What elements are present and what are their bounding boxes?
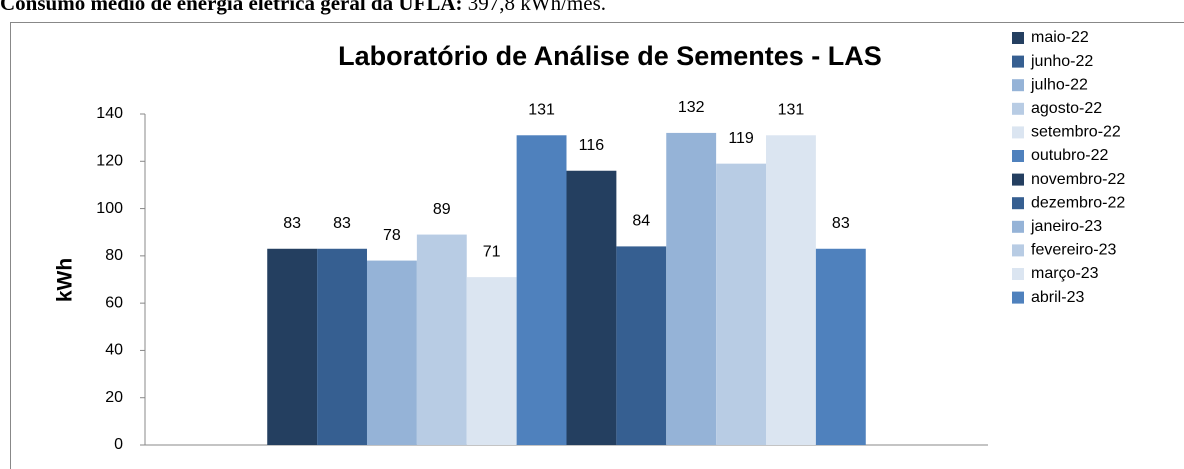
- data-label: 131: [778, 101, 805, 118]
- legend-swatch: [1012, 126, 1024, 139]
- data-label: 116: [579, 137, 605, 154]
- legend-swatch: [1012, 32, 1024, 44]
- legend-label: junho-22: [1030, 53, 1093, 70]
- legend-swatch: [1012, 268, 1024, 280]
- bar: [815, 248, 866, 445]
- legend-label: agosto-22: [1031, 100, 1102, 117]
- bar: [566, 170, 617, 445]
- y-tick-label: 100: [96, 200, 123, 217]
- y-tick-label: 40: [105, 342, 123, 359]
- legend-swatch: [1012, 291, 1024, 304]
- legend-label: março-23: [1031, 265, 1099, 282]
- data-label: 89: [433, 201, 451, 218]
- y-tick-label: 60: [105, 294, 123, 311]
- legend-label: fevereiro-23: [1031, 242, 1116, 259]
- bar: [666, 132, 717, 445]
- y-tick-label: 140: [96, 105, 123, 122]
- legend-swatch: [1012, 102, 1024, 115]
- legend-label: janeiro-23: [1030, 218, 1102, 235]
- legend-swatch: [1012, 244, 1024, 257]
- legend-swatch: [1012, 150, 1024, 162]
- bar: [466, 277, 517, 445]
- y-tick-label: 80: [105, 247, 123, 264]
- y-tick-label: 0: [114, 436, 123, 453]
- bar: [416, 234, 467, 445]
- bar: [716, 163, 767, 445]
- bar: [516, 135, 567, 445]
- data-label: 83: [832, 215, 850, 232]
- y-tick-label: 120: [96, 153, 123, 170]
- data-label: 131: [528, 101, 555, 118]
- legend-label: novembro-22: [1031, 171, 1125, 188]
- header: Consumo médio de energia elétrica geral …: [0, 0, 606, 16]
- data-label: 83: [283, 215, 301, 232]
- data-label: 132: [678, 99, 705, 116]
- bar: [317, 248, 367, 445]
- y-tick-label: 20: [105, 389, 123, 406]
- header-label: Consumo médio de energia elétrica geral …: [0, 0, 463, 15]
- legend-label: abril-23: [1031, 289, 1084, 306]
- data-label: 119: [728, 130, 754, 147]
- bar: [366, 260, 417, 445]
- legend-label: setembro-22: [1031, 124, 1121, 141]
- legend-label: outubro-22: [1031, 147, 1108, 164]
- bar: [766, 135, 816, 445]
- chart-title: Laboratório de Análise de Sementes - LAS: [338, 41, 882, 71]
- legend-label: maio-22: [1031, 29, 1089, 46]
- bar: [616, 246, 667, 445]
- legend-swatch: [1012, 220, 1024, 233]
- header-value: 397,8 kWh/mês.: [467, 0, 606, 15]
- data-label: 78: [383, 227, 401, 244]
- legend-swatch: [1012, 197, 1024, 210]
- data-label: 83: [333, 215, 351, 232]
- chart-frame: [10, 22, 1184, 469]
- legend-label: julho-22: [1030, 76, 1088, 93]
- bar: [267, 248, 318, 445]
- data-label: 84: [632, 213, 650, 230]
- data-label: 71: [483, 243, 501, 260]
- y-axis-label: kWh: [54, 258, 77, 302]
- legend-swatch: [1012, 173, 1024, 186]
- legend-label: dezembro-22: [1031, 194, 1125, 211]
- legend-swatch: [1012, 79, 1024, 92]
- legend-swatch: [1012, 55, 1024, 68]
